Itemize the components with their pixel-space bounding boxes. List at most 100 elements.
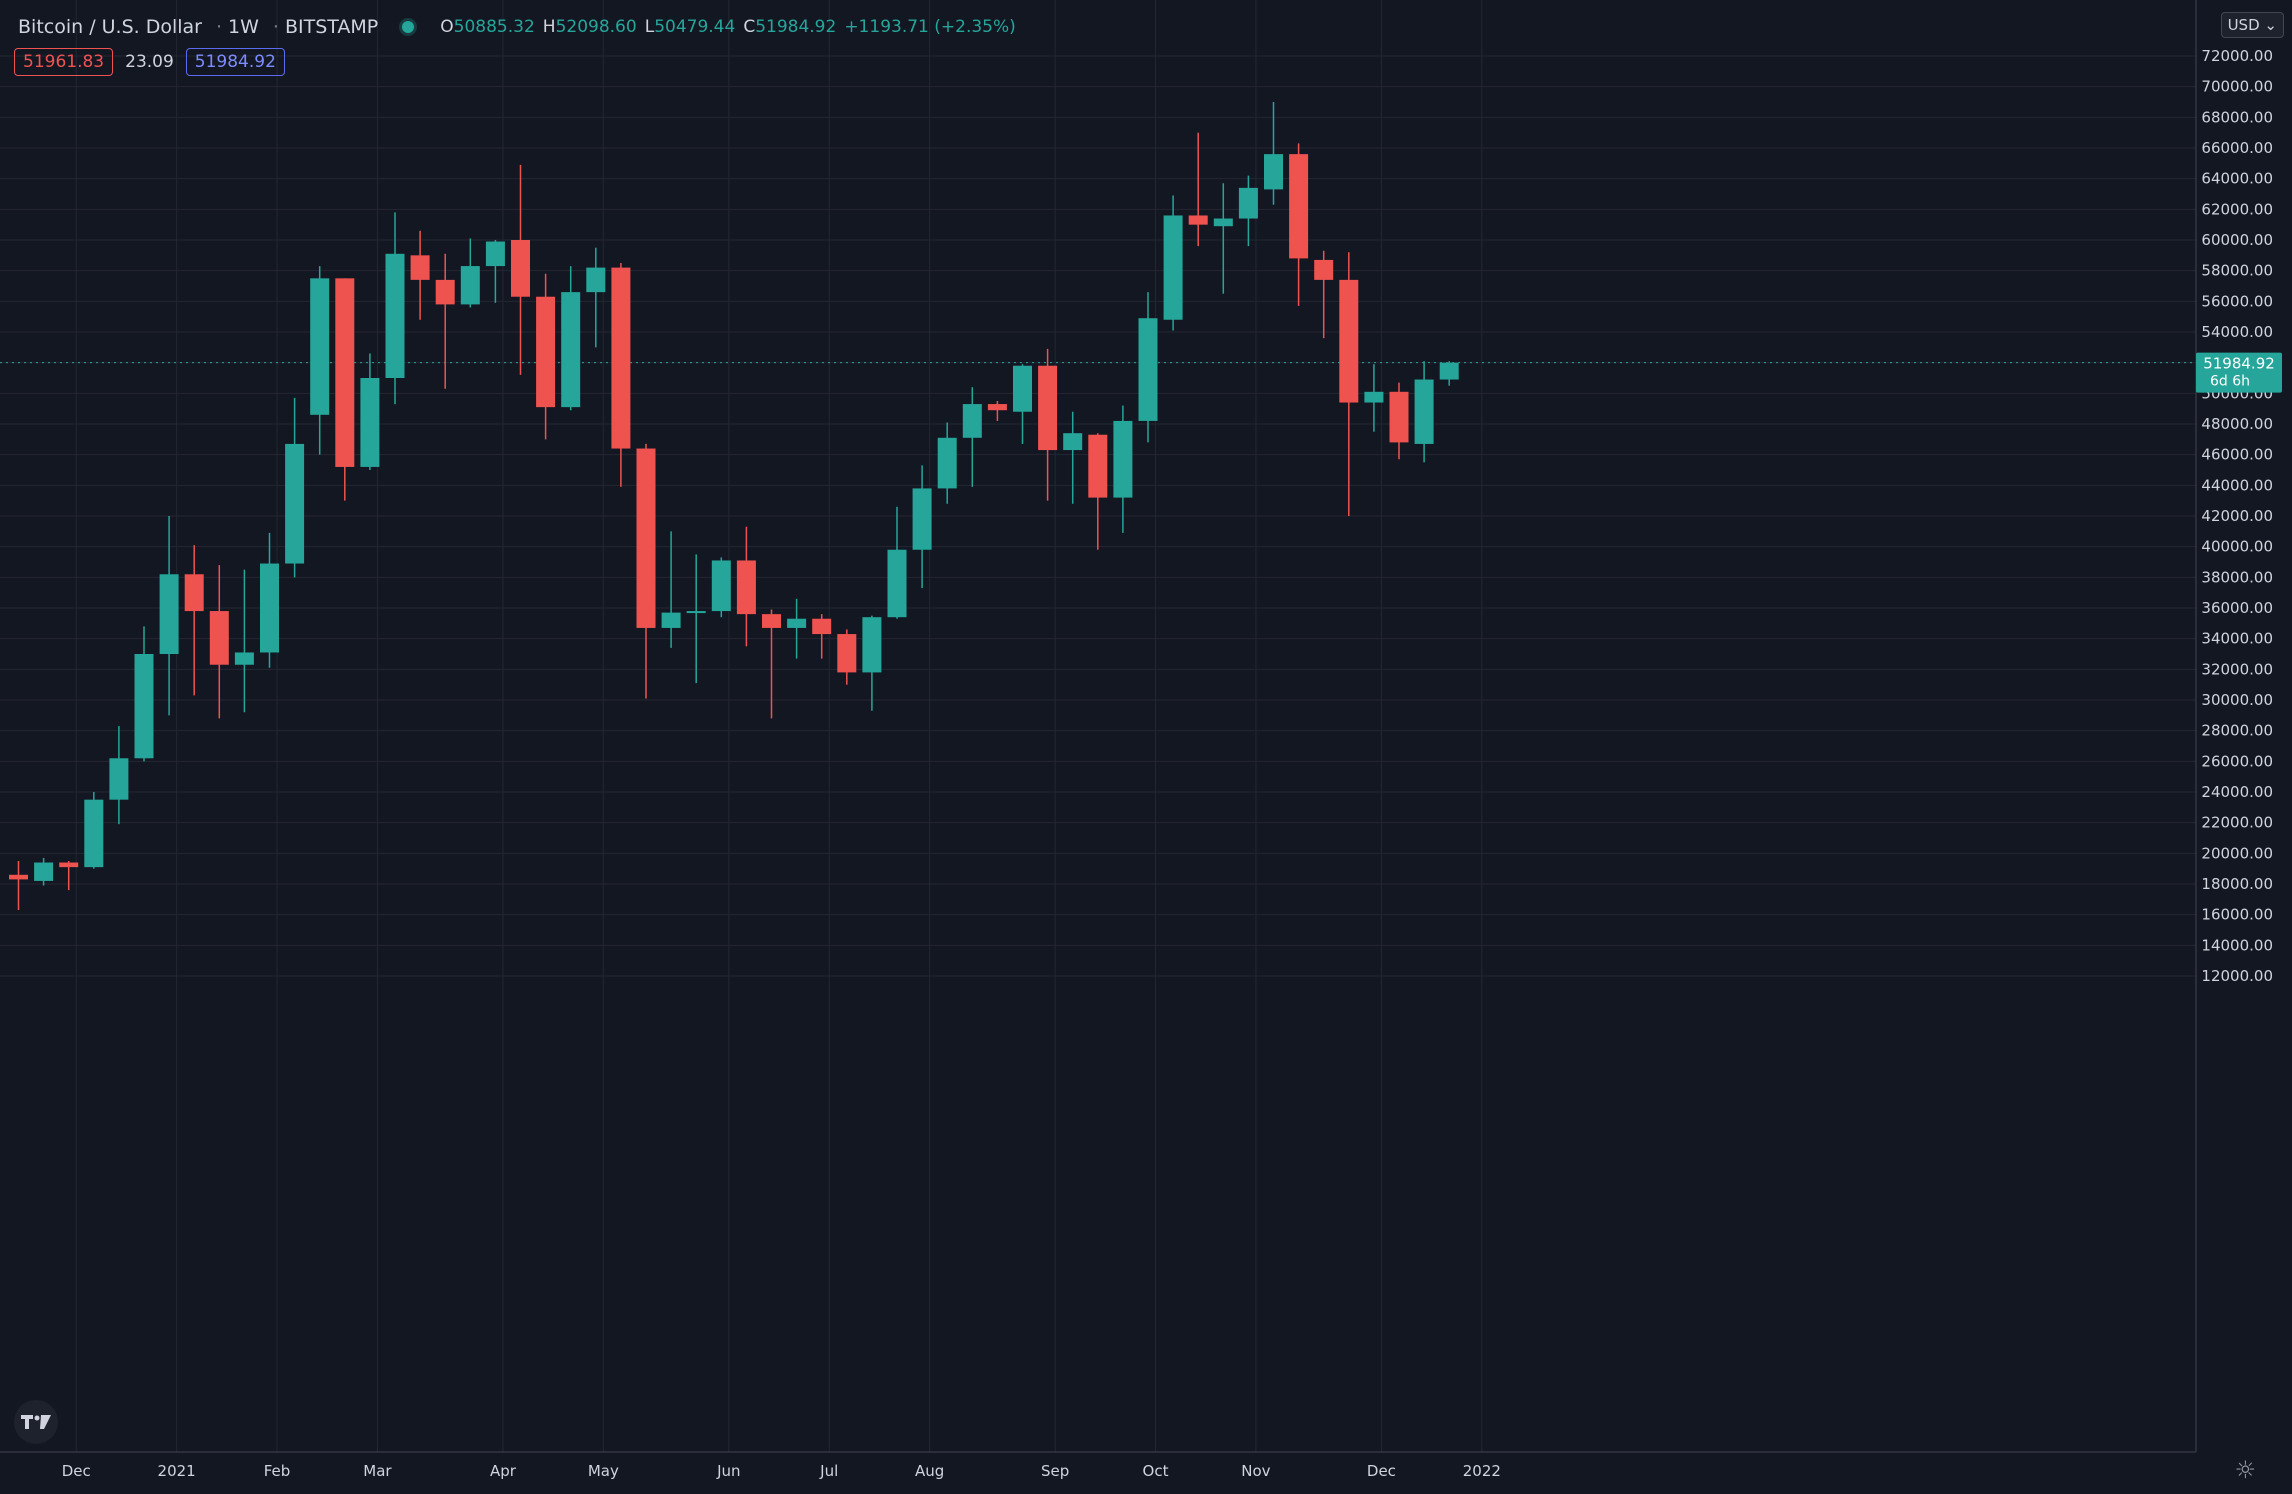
candle-body	[661, 612, 681, 628]
candle-body	[1289, 154, 1309, 259]
candle-body	[1013, 365, 1032, 412]
close-key: C	[743, 17, 756, 37]
last-price-label: 51984.92 6d 6h	[2196, 352, 2282, 393]
low-key: L	[644, 17, 655, 37]
candle-body	[1364, 391, 1384, 403]
price-tick-label: 62000.00	[2201, 200, 2273, 218]
price-tick-label: 32000.00	[2201, 660, 2273, 678]
candle-body	[209, 611, 229, 665]
low-value: 50479.44	[654, 17, 736, 37]
time-tick-label: Oct	[1143, 1462, 1169, 1480]
time-tick-label: 2021	[158, 1462, 196, 1480]
price-tick-label: 14000.00	[2201, 936, 2273, 954]
time-tick-label: 2022	[1463, 1462, 1501, 1480]
candle-body	[360, 378, 380, 467]
candle-body	[9, 874, 28, 880]
candle-body	[762, 614, 781, 628]
candle-body	[736, 560, 756, 615]
candle-body	[1439, 362, 1459, 380]
time-tick-label: Mar	[363, 1462, 392, 1480]
candle-body	[335, 278, 355, 467]
price-tick-label: 20000.00	[2201, 844, 2273, 862]
candle-body	[485, 241, 505, 267]
open-value: 50885.32	[453, 17, 535, 37]
interval-label[interactable]: 1W	[228, 16, 259, 38]
candle-body	[937, 437, 957, 489]
price-tick-label: 18000.00	[2201, 875, 2273, 893]
last-price-value: 51984.92	[2203, 355, 2275, 373]
candle-body	[84, 799, 104, 868]
candle-body	[1339, 279, 1359, 403]
candle-body	[1414, 379, 1434, 444]
candle-body	[962, 404, 982, 438]
candle-body	[837, 634, 857, 673]
gear-icon[interactable]: ☼	[2234, 1456, 2256, 1484]
candle-body	[1163, 215, 1183, 320]
price-tick-label: 42000.00	[2201, 507, 2273, 525]
price-tick-label: 16000.00	[2201, 906, 2273, 924]
market-status-icon[interactable]	[402, 21, 415, 33]
price-tick-label: 54000.00	[2201, 323, 2273, 341]
candle-body	[260, 563, 279, 653]
candle-body	[234, 652, 254, 665]
time-tick-label: Feb	[264, 1462, 291, 1480]
candle-body	[285, 443, 305, 564]
price-tick-label: 72000.00	[2201, 47, 2273, 65]
price-tick-label: 46000.00	[2201, 446, 2273, 464]
symbol-title[interactable]: Bitcoin / U.S. Dollar	[18, 16, 202, 38]
time-tick-label: Sep	[1041, 1462, 1069, 1480]
price-axis-panel[interactable]	[2196, 0, 2292, 1452]
candle-body	[511, 240, 530, 297]
price-tick-label: 68000.00	[2201, 108, 2273, 126]
price-tick-label: 56000.00	[2201, 292, 2273, 310]
candles	[9, 102, 1459, 911]
time-tick-label: Dec	[1367, 1462, 1396, 1480]
candle-body	[1038, 365, 1058, 451]
time-axis: Dec 2021 Feb Mar Apr May Jun Jul Aug Sep Oct Nov Dec…	[62, 1462, 1501, 1480]
price-tick-label: 40000.00	[2201, 538, 2273, 556]
candle-body	[711, 560, 731, 612]
currency-dropdown[interactable]: USD ⌄	[2220, 12, 2284, 38]
price-tick-label: 44000.00	[2201, 476, 2273, 494]
close-value: 51984.92	[755, 17, 837, 37]
price-tick-label: 22000.00	[2201, 814, 2273, 832]
candle-body	[1088, 434, 1108, 498]
candle-body	[611, 267, 631, 449]
candle-body	[586, 267, 606, 293]
chevron-down-icon: ⌄	[2264, 16, 2277, 34]
price-tick-label: 48000.00	[2201, 415, 2273, 433]
price-tick-label: 38000.00	[2201, 568, 2273, 586]
candle-body	[862, 617, 882, 673]
price-tick-label: 26000.00	[2201, 752, 2273, 770]
sell-price-button[interactable]: 51961.83	[14, 48, 114, 76]
tradingview-logo-icon[interactable]	[14, 1400, 58, 1444]
candle-body	[686, 611, 706, 614]
price-tick-label: 34000.00	[2201, 630, 2273, 648]
candle-body	[1264, 154, 1283, 190]
time-tick-label: Apr	[490, 1462, 517, 1480]
candle-body	[435, 279, 455, 305]
candle-body	[1188, 215, 1208, 225]
price-tick-label: 60000.00	[2201, 231, 2273, 249]
candle-body	[1238, 187, 1258, 219]
grid	[0, 0, 2196, 1452]
legend-separator: ·	[216, 16, 223, 38]
candle-body	[887, 549, 907, 618]
time-tick-label: Jun	[716, 1462, 740, 1480]
price-tick-label: 64000.00	[2201, 170, 2273, 188]
quote-row: 51961.83 23.09 51984.92	[14, 46, 285, 78]
currency-label: USD	[2227, 16, 2260, 34]
price-tick-label: 24000.00	[2201, 783, 2273, 801]
buy-price-button[interactable]: 51984.92	[185, 48, 285, 76]
last-price-label-bg	[2196, 352, 2282, 393]
time-axis-panel[interactable]	[0, 1452, 2196, 1494]
candle-body	[1389, 391, 1409, 443]
candle-body	[912, 488, 932, 550]
time-tick-label: Dec	[62, 1462, 91, 1480]
candle-body	[812, 618, 832, 635]
price-tick-label: 66000.00	[2201, 139, 2273, 157]
candle-body	[410, 255, 430, 280]
high-value: 52098.60	[555, 17, 637, 37]
candle-body	[787, 618, 807, 628]
